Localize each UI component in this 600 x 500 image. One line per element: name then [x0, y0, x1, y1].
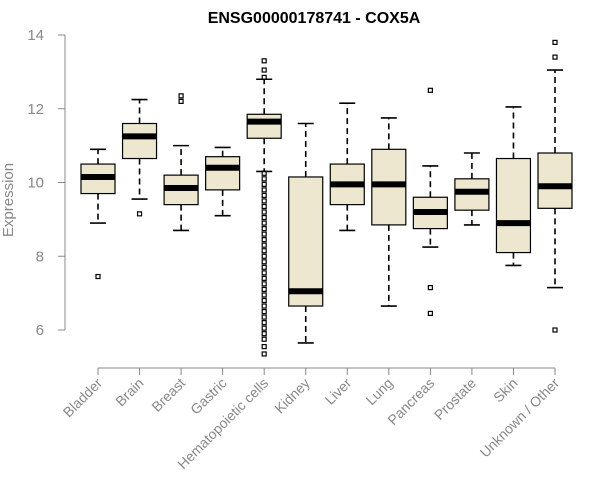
- box-group: [163, 93, 199, 232]
- outlier-point: [261, 187, 267, 193]
- box-iqr: [288, 176, 324, 307]
- box-group: [246, 58, 282, 357]
- x-tick-label: Prostate: [431, 375, 479, 423]
- box-group: [288, 122, 324, 344]
- outlier-point: [552, 54, 558, 60]
- outlier-point: [261, 331, 267, 337]
- outlier-point: [261, 351, 267, 357]
- box-group: [537, 39, 573, 333]
- outlier-point: [261, 220, 267, 226]
- box-iqr: [246, 113, 282, 139]
- x-tick-label: Kidney: [271, 375, 313, 417]
- outlier-point: [261, 336, 267, 342]
- outlier-point: [261, 198, 267, 204]
- outlier-point: [261, 192, 267, 199]
- outlier-point: [427, 87, 433, 93]
- outlier-point: [261, 67, 267, 73]
- box-group: [371, 117, 407, 307]
- outlier-point: [178, 93, 184, 99]
- outlier-point: [261, 58, 267, 64]
- outlier-point: [261, 170, 267, 176]
- outlier-point: [552, 327, 558, 333]
- box-group: [205, 146, 241, 217]
- outlier-point: [261, 259, 267, 265]
- outlier-point: [261, 275, 267, 281]
- box-group: [454, 152, 490, 226]
- box-iqr: [205, 156, 241, 191]
- box-series: [80, 39, 573, 357]
- outlier-point: [261, 214, 267, 221]
- outlier-point: [261, 225, 267, 232]
- outlier-point: [261, 74, 267, 81]
- box-group: [495, 106, 532, 267]
- outlier-point: [261, 237, 267, 243]
- box-iqr: [495, 157, 532, 254]
- outlier-point: [427, 310, 433, 317]
- y-tick-label: 12: [27, 101, 44, 118]
- box-group: [121, 98, 158, 217]
- outlier-point: [261, 248, 267, 254]
- outlier-point: [261, 253, 267, 259]
- outlier-point: [261, 303, 267, 309]
- outlier-point: [261, 343, 267, 350]
- outlier-point: [261, 231, 267, 237]
- y-tick-label: 6: [36, 322, 44, 339]
- outlier-point: [261, 203, 267, 210]
- box-iqr: [121, 122, 158, 160]
- y-axis-label: Expression: [0, 163, 17, 237]
- outlier-point: [261, 209, 267, 215]
- outlier-point: [261, 292, 267, 298]
- x-tick-label: Lung: [363, 375, 396, 408]
- x-tick-label: Skin: [490, 375, 521, 406]
- y-tick-label: 8: [36, 248, 44, 265]
- outlier-point: [261, 320, 267, 326]
- outlier-point: [261, 176, 267, 182]
- x-tick-label: Liver: [322, 375, 355, 408]
- outlier-point: [261, 297, 267, 304]
- outlier-point: [427, 284, 433, 291]
- outlier-point: [261, 242, 267, 248]
- y-axis: 6 8 10 12 14: [27, 27, 66, 339]
- outlier-point: [261, 286, 267, 293]
- y-tick-label: 10: [27, 175, 44, 192]
- outlier-point: [552, 39, 558, 45]
- x-tick-label: Brain: [112, 375, 146, 409]
- outlier-point: [261, 325, 267, 331]
- x-tick-label: Breast: [148, 375, 188, 415]
- x-tick-label: Unknown / Other: [477, 375, 563, 461]
- outlier-point: [261, 281, 267, 287]
- x-tick-label: Bladder: [60, 375, 106, 421]
- outlier-point: [261, 181, 267, 187]
- box-group: [412, 87, 448, 317]
- chart-title: ENSG00000178741 - COX5A: [208, 10, 421, 27]
- box-group: [329, 102, 365, 232]
- outlier-point: [178, 98, 184, 104]
- outlier-point: [261, 264, 267, 270]
- y-tick-label: 14: [27, 27, 44, 44]
- outlier-point: [261, 314, 267, 320]
- box-iqr: [537, 152, 573, 209]
- outlier-point: [261, 308, 267, 315]
- outlier-point: [95, 273, 101, 280]
- outlier-point: [136, 211, 143, 217]
- outlier-point: [261, 270, 267, 276]
- box-group: [80, 148, 116, 280]
